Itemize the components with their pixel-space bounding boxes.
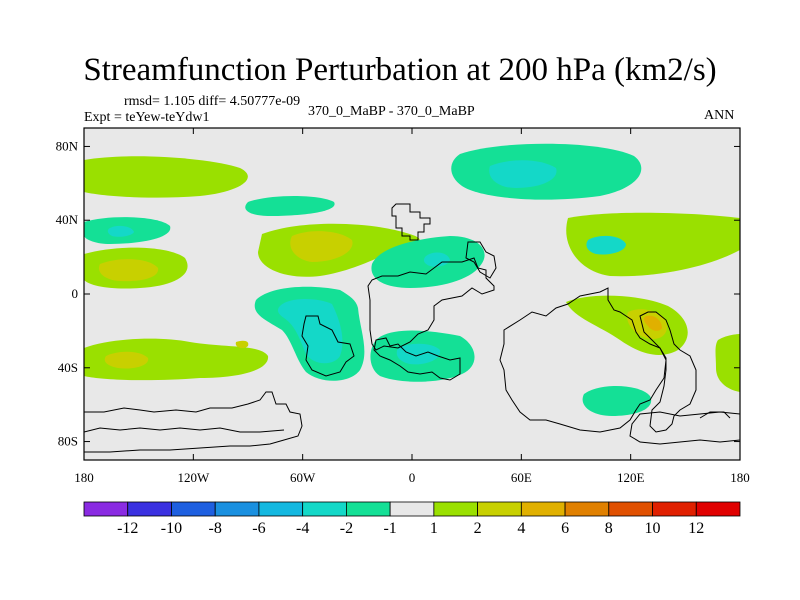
lon-tick-label: 180 [74, 470, 94, 485]
colorbar-label: 12 [688, 520, 704, 537]
lon-tick-label: 120W [177, 470, 210, 485]
coastline [367, 257, 495, 351]
strong-positive-region [290, 231, 353, 262]
strong-negative-regions [107, 160, 626, 365]
colorbar-label: 8 [605, 520, 613, 537]
strong-negative-region [107, 225, 134, 237]
continent-outlines [84, 203, 740, 453]
colorbar-label: 2 [474, 520, 482, 537]
coastline [629, 411, 740, 445]
positive-region [84, 156, 248, 198]
lon-tick-label: 60E [511, 470, 532, 485]
colorbar-label: 10 [645, 520, 661, 537]
strong-negative-region [586, 235, 626, 255]
colorbar-swatch [608, 501, 653, 517]
colorbar-label: -1 [383, 520, 396, 537]
strong-negative-region [489, 160, 557, 188]
colorbar-swatch [171, 501, 216, 517]
positive-region [566, 295, 688, 355]
strong-negative-region [277, 299, 343, 364]
strong-positive-region [104, 351, 149, 369]
colorbar-swatch [433, 501, 479, 517]
colorbar-label: 1 [430, 520, 438, 537]
colorbar-swatch [127, 501, 172, 517]
colorbar-label: 6 [561, 520, 569, 537]
lon-tick-label: 120E [617, 470, 645, 485]
negative-region [582, 385, 652, 416]
lon-tick-label: 180 [730, 470, 750, 485]
positive-region [566, 212, 740, 277]
coastline [84, 427, 285, 433]
colorbar: -12 -10 -8 -6 -4 -2 -1 1 2 4 6 8 10 12 [83, 501, 741, 537]
stats-label: rmsd= 1.105 diff= 4.50777e-09 [124, 94, 301, 109]
colorbar-swatch [83, 501, 129, 517]
lat-tick-label: 40S [58, 360, 78, 375]
colorbar-swatch [477, 501, 522, 517]
colorbar-label: -4 [296, 520, 309, 537]
lat-tick-label: 40N [56, 212, 79, 227]
season-label: ANN [704, 108, 735, 123]
negative-region [245, 196, 335, 216]
lon-tick-label: 0 [409, 470, 416, 485]
latitude-axis: 80N 40N 0 40S 80S [56, 138, 740, 449]
lat-tick-label: 80S [58, 434, 78, 449]
colorbar-swatch [389, 501, 435, 517]
coastline [391, 203, 431, 241]
lat-tick-label: 0 [72, 286, 79, 301]
map-title: Streamfunction Perturbation at 200 hPa (… [83, 52, 717, 88]
positive-region [715, 334, 740, 392]
peak-positive-region [643, 315, 662, 331]
colorbar-swatch [564, 501, 610, 517]
colorbar-label: -10 [161, 520, 182, 537]
lat-tick-label: 80N [56, 138, 79, 153]
colorbar-label: 4 [517, 520, 525, 537]
coastline [301, 315, 355, 377]
colorbar-swatch [214, 501, 260, 517]
case-label: 370_0_MaBP - 370_0_MaBP [308, 104, 475, 119]
colorbar-swatch [520, 501, 566, 517]
coastline [373, 337, 461, 381]
coastline [639, 311, 697, 433]
contour-field [84, 128, 740, 460]
experiment-label: Expt = teYew-teYdw1 [84, 110, 210, 125]
strong-positive-region [98, 259, 159, 282]
colorbar-label: -6 [252, 520, 265, 537]
colorbar-swatch [302, 501, 347, 517]
colorbar-label: -12 [117, 520, 138, 537]
coastline [84, 391, 303, 453]
longitude-axis: 180 120W 60W 0 60E 120E 180 [74, 128, 750, 485]
coastline [465, 241, 497, 279]
colorbar-swatch [345, 501, 391, 517]
strong-negative-region [396, 343, 441, 365]
strong-negative-region [423, 252, 450, 267]
colorbar-label: -2 [340, 520, 353, 537]
lon-tick-label: 60W [290, 470, 316, 485]
colorbar-swatch [695, 501, 741, 517]
colorbar-swatch [258, 501, 304, 517]
coastline [699, 411, 731, 419]
positive-region [84, 338, 269, 381]
colorbar-label: -8 [209, 520, 222, 537]
strong-positive-region [235, 340, 249, 349]
colorbar-swatch [652, 501, 697, 517]
coastline [499, 287, 667, 433]
